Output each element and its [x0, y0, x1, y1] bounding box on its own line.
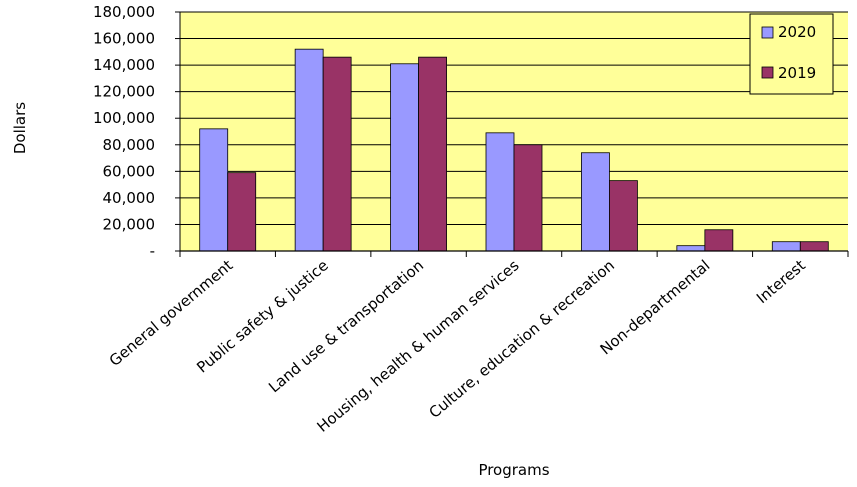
bar-2020 [581, 152, 610, 252]
bar-2019 [609, 180, 638, 252]
x-category-label: Housing, health & human services [313, 256, 522, 436]
bar-2019 [799, 241, 829, 252]
bar-2020 [294, 48, 324, 252]
legend-swatch-2020 [761, 26, 774, 39]
x-category-label: Land use & transportation [265, 256, 427, 396]
bar-2020 [390, 63, 419, 252]
y-tick-label: 160,000 [93, 30, 155, 48]
bar-2019 [322, 56, 352, 252]
bar-2020 [676, 245, 706, 252]
y-tick-label: 40,000 [103, 189, 156, 207]
bar-2019 [704, 229, 734, 252]
y-axis-title: Dollars [11, 102, 29, 154]
bar-2020 [771, 241, 801, 252]
bars [199, 48, 829, 252]
y-tick-label: 140,000 [93, 56, 155, 74]
legend: 2020 2019 [749, 13, 834, 95]
y-tick-label: - [150, 242, 155, 260]
legend-label-2019: 2019 [778, 64, 816, 82]
bar-2019 [418, 56, 447, 252]
y-tick-label: 120,000 [93, 83, 155, 101]
bar-2020 [199, 128, 229, 252]
bar-2020 [485, 132, 515, 252]
y-tick-label: 60,000 [103, 162, 156, 180]
y-tick-label: 80,000 [103, 136, 156, 154]
bar-2019 [513, 144, 543, 252]
x-category-label: Culture, education & recreation [426, 256, 618, 422]
legend-label-2020: 2020 [778, 23, 816, 41]
axes [179, 12, 849, 257]
x-category-label: Interest [753, 256, 809, 307]
y-tick-labels: - 20,000 40,000 60,000 80,000 100,000 120,000 1… [93, 3, 180, 260]
x-axis-title: Programs [478, 461, 549, 479]
legend-swatch-2019 [761, 66, 774, 79]
bar-2019 [227, 172, 257, 252]
y-tick-label: 180,000 [93, 3, 155, 21]
y-tick-label: 100,000 [93, 109, 155, 127]
y-tick-label: 20,000 [103, 215, 156, 233]
